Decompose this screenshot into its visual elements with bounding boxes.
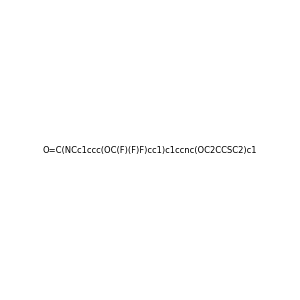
Text: O=C(NCc1ccc(OC(F)(F)F)cc1)c1ccnc(OC2CCSC2)c1: O=C(NCc1ccc(OC(F)(F)F)cc1)c1ccnc(OC2CCSC…: [43, 146, 257, 154]
